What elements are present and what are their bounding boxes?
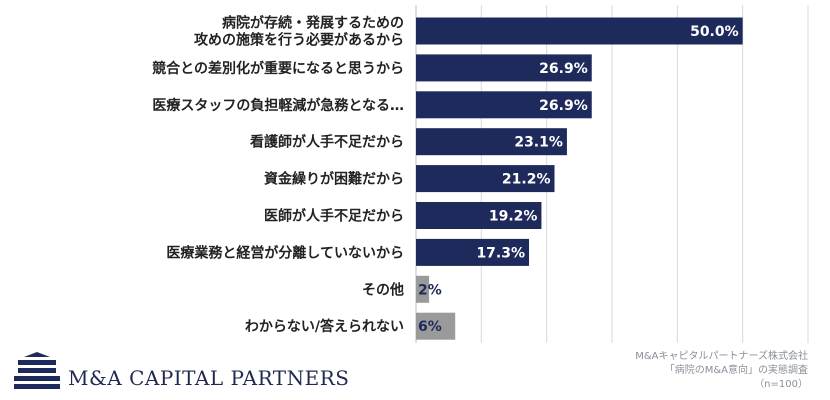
value-label: 2% bbox=[418, 282, 442, 298]
company-logo: M&A CAPITAL PARTNERS bbox=[14, 352, 349, 392]
category-label: わからない/答えられない bbox=[245, 318, 404, 335]
category-label: その他 bbox=[362, 281, 404, 298]
category-label: 医療スタッフの負担軽減が急務となる… bbox=[152, 97, 404, 114]
value-label: 21.2% bbox=[502, 172, 551, 188]
bar bbox=[416, 202, 542, 229]
value-label: 23.1% bbox=[514, 135, 563, 151]
value-label: 6% bbox=[418, 319, 442, 335]
value-label: 26.9% bbox=[539, 61, 588, 77]
bar bbox=[416, 17, 743, 45]
logo-text: M&A CAPITAL PARTNERS bbox=[68, 366, 350, 390]
category-label: 医療業務と経営が分離していないから bbox=[166, 244, 404, 261]
category-label: 医師が人手不足だから bbox=[264, 208, 404, 225]
bar bbox=[416, 275, 430, 303]
source-line-company: M&Aキャピタルパートナーズ株式会社 bbox=[635, 351, 808, 362]
category-label: 攻めの施策を行う必要があるから bbox=[194, 32, 404, 49]
category-label: 看護師が人手不足だから bbox=[249, 134, 404, 151]
category-label: 資金繰りが困難だから bbox=[264, 171, 404, 188]
bar bbox=[416, 128, 567, 156]
value-label: 26.9% bbox=[539, 98, 588, 114]
source-line-sample: （n=100） bbox=[754, 379, 808, 390]
category-label: 病院が存続・発展するための bbox=[222, 15, 404, 32]
bar bbox=[416, 312, 456, 340]
source-note: M&Aキャピタルパートナーズ株式会社 「病院のM&A意向」の実態調査 （n=10… bbox=[635, 350, 808, 392]
bar bbox=[416, 91, 592, 119]
value-label: 50.0% bbox=[690, 24, 739, 40]
value-label: 19.2% bbox=[489, 209, 538, 225]
source-line-survey: 「病院のM&A意向」の実態調査 bbox=[664, 365, 808, 376]
logo-mark-icon bbox=[14, 352, 60, 389]
category-label: 競合との差別化が重要になると思うから bbox=[152, 60, 404, 77]
bar bbox=[416, 165, 555, 193]
bar bbox=[416, 54, 592, 82]
bar bbox=[416, 238, 530, 266]
value-label: 17.3% bbox=[476, 245, 525, 261]
